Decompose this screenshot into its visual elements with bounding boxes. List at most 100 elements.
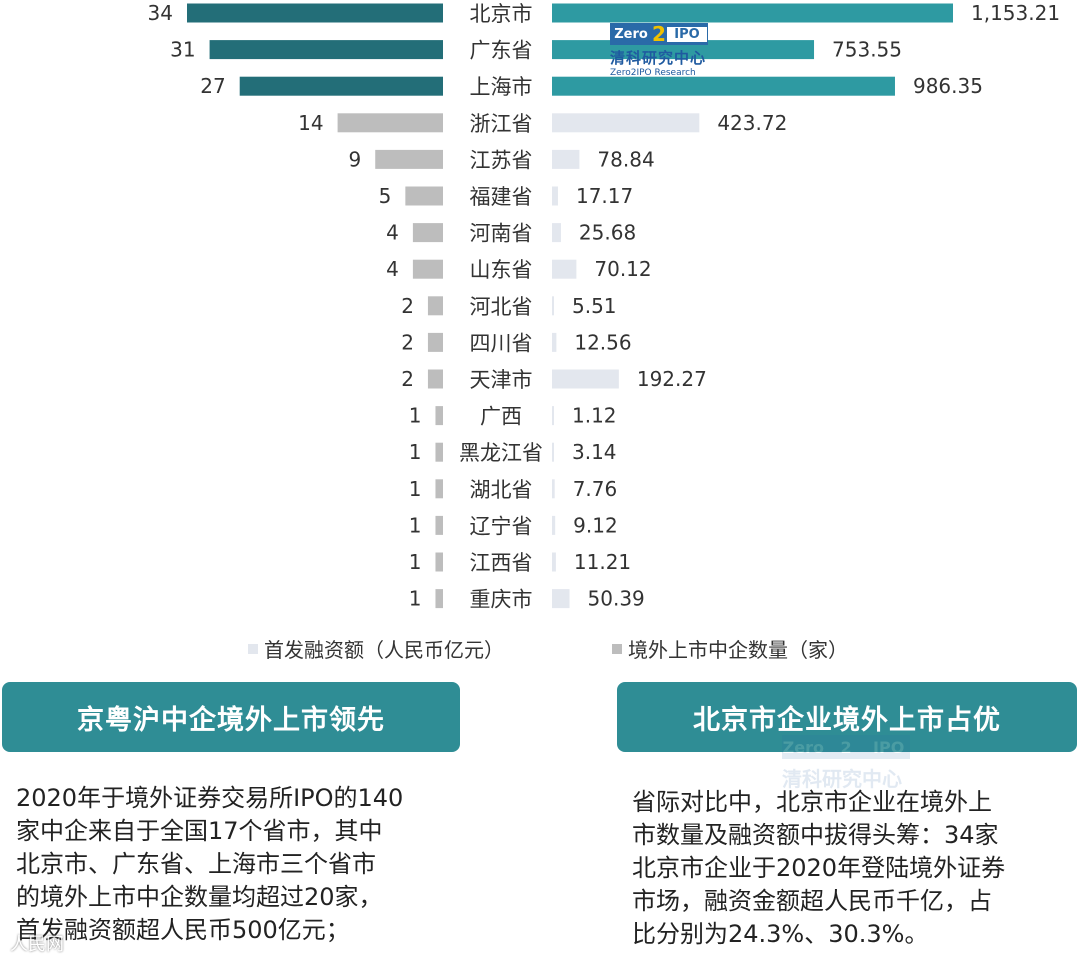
count-label: 5 [379,184,392,208]
count-bar [412,223,443,243]
watermark-ipo: IPO [873,737,905,757]
amount-bar [552,186,558,206]
amount-label: 753.55 [832,38,902,62]
amount-bar [552,332,557,352]
count-bar [239,76,443,96]
watermark-zero: Zero [782,737,824,757]
count-label: 9 [349,147,362,171]
count-bar [337,113,443,133]
logo-ipo: IPO [667,26,707,42]
count-label: 27 [200,74,225,98]
amount-label: 78.84 [597,147,654,171]
amount-label: 9.12 [573,513,618,537]
amount-label: 1,153.21 [971,1,1060,25]
count-bar [435,552,443,572]
amount-label: 25.68 [579,221,636,245]
category-label: 四川省 [470,331,533,355]
count-label: 4 [386,257,399,281]
category-label: 河南省 [470,222,533,246]
category-label: 天津市 [470,368,533,392]
legend-amount-label: 首发融资额（人民币亿元） [264,638,504,662]
count-label: 14 [298,111,323,135]
category-label: 湖北省 [470,478,533,502]
legend-amount-swatch [248,643,258,654]
count-bar [405,186,443,206]
category-label: 福建省 [470,185,533,209]
count-label: 2 [401,330,414,354]
count-label: 2 [401,294,414,318]
amount-bar [552,479,555,499]
category-label: 河北省 [470,295,533,319]
count-bar [412,259,443,279]
category-label: 黑龙江省 [459,441,543,465]
amount-bar [552,3,953,23]
amount-bar [552,149,580,169]
legend-count-label: 境外上市中企数量（家） [628,638,848,662]
left-card-title: 京粤沪中企境外上市领先 [2,682,460,752]
category-label: 广西 [480,405,522,429]
amount-bar [552,223,561,243]
watermark-cn: 清科研究中心 [782,767,902,791]
amount-label: 5.51 [572,294,617,318]
count-bar [427,296,443,316]
watermark-two: 2 [840,737,852,757]
count-label: 1 [409,587,422,611]
count-label: 4 [386,221,399,245]
count-label: 1 [409,550,422,574]
count-label: 1 [409,404,422,428]
amount-bar [552,259,577,279]
amount-label: 1.12 [572,404,617,428]
amount-label: 192.27 [637,367,707,391]
count-label: 1 [409,440,422,464]
count-bar [187,3,443,23]
logo-box: Zero 2 IPO [610,22,708,46]
amount-label: 423.72 [717,111,787,135]
legend-count: 境外上市中企数量（家） [612,634,848,663]
count-bar [435,442,443,462]
right-card-title: 北京市企业境外上市占优 [617,682,1077,752]
amount-bar [552,552,556,572]
amount-label: 12.56 [574,330,631,354]
amount-label: 11.21 [574,550,631,574]
amount-bar [552,406,554,426]
left-card-body: 2020年于境外证券交易所IPO的140 家中企来自于全国17个省市，其中 北京… [16,784,404,944]
amount-bar [552,515,556,535]
corner-watermark: 人民网 [10,934,64,955]
logo-en-text: Zero2IPO Research [610,68,696,78]
watermark-box: Zero 2 IPO [782,735,910,759]
amount-label: 70.12 [594,257,651,281]
legend-count-swatch [612,643,622,654]
count-label: 31 [170,38,195,62]
amount-label: 986.35 [913,74,983,98]
category-label: 广东省 [470,39,533,63]
count-label: 2 [401,367,414,391]
count-label: 34 [148,1,173,25]
amount-label: 3.14 [572,440,617,464]
amount-bar [552,369,619,389]
amount-bar [552,589,570,609]
logo-two: 2 [652,22,666,46]
category-label: 江苏省 [470,148,533,172]
count-label: 1 [409,477,422,501]
amount-bar [552,113,700,133]
category-label: 辽宁省 [470,514,533,538]
count-bar [435,515,443,535]
count-label: 1 [409,513,422,537]
amount-bar [552,296,554,316]
count-bar [435,406,443,426]
count-bar [427,369,443,389]
count-bar [427,332,443,352]
count-bar [209,40,443,60]
amount-label: 7.76 [573,477,618,501]
logo-cn-text: 清科研究中心 [610,49,707,67]
count-bar [435,589,443,609]
amount-label: 17.17 [576,184,633,208]
amount-bar [552,76,895,96]
logo-zero: Zero [614,26,648,42]
category-label: 重庆市 [470,588,533,612]
zero2ipo-watermark: Zero 2 IPO 清科研究中心 [782,735,910,792]
category-label: 上海市 [470,75,533,99]
amount-label: 50.39 [588,587,645,611]
right-card-body: 省际对比中，北京市企业在境外上 市数量及融资额中拔得头筹：34家 北京市企业于2… [632,788,1006,948]
